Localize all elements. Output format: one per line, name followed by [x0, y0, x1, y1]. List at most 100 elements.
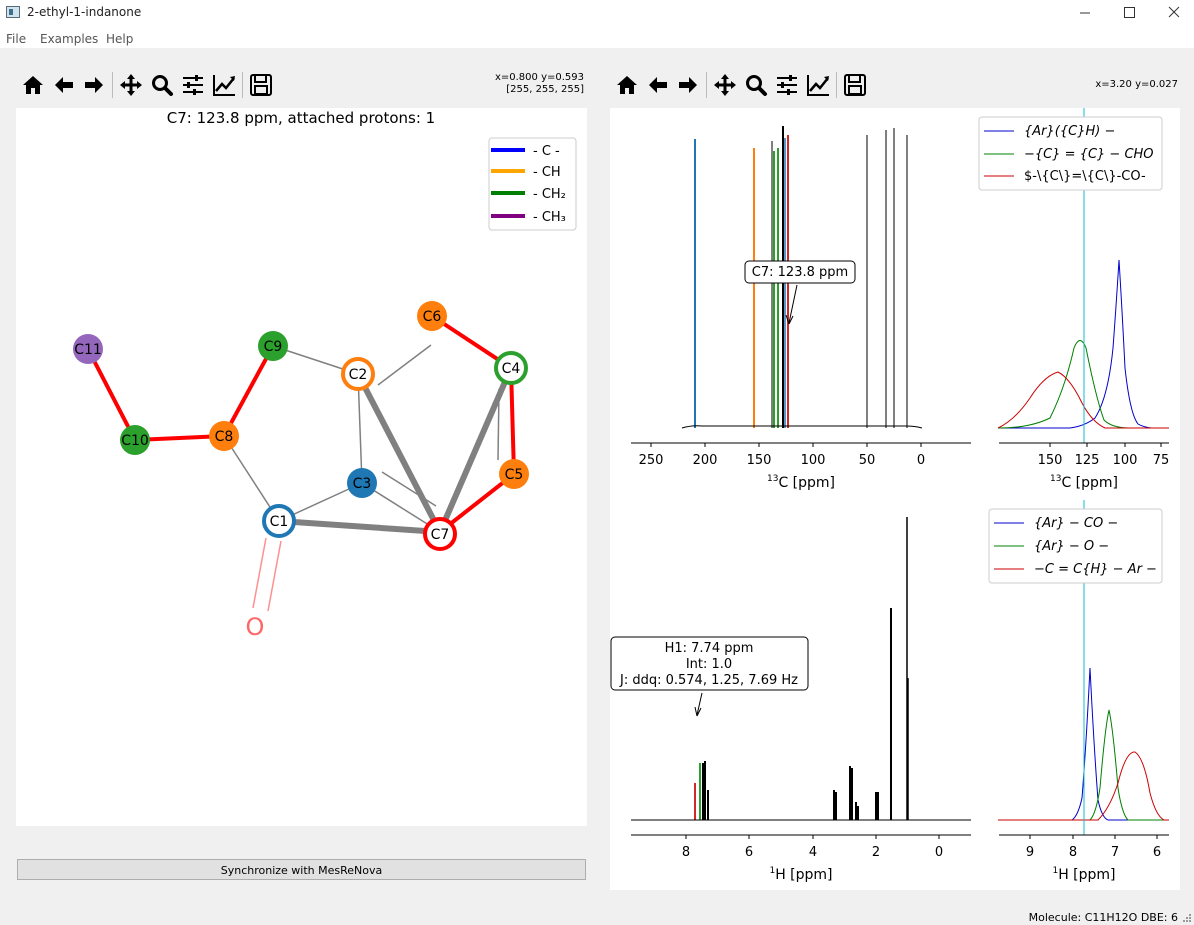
left-configure-button[interactable] [180, 72, 206, 98]
h1-legend-item: −C = C{H} − Ar − [1034, 562, 1157, 577]
svg-text:C4: C4 [502, 361, 521, 377]
h1-spectrum-plot[interactable]: 8 6 4 2 0 1H [ppm] H1: 7.74 ppm Int: 1.0… [610, 517, 971, 883]
svg-text:O: O [246, 613, 265, 641]
atom-c2[interactable]: C2 [341, 357, 375, 391]
legend-label-ch2: - CH₂ [533, 187, 566, 202]
left-forward-button[interactable] [81, 72, 107, 98]
h1-tick-label: 8 [682, 845, 690, 860]
molecule-graph[interactable]: C7: 123.8 ppm, attached protons: 1 - C -… [16, 108, 587, 826]
graph-nodes: C11 C9 C6 C2 C4 C8 [73, 301, 529, 641]
atom-c3[interactable]: C3 [347, 468, 377, 498]
svg-text:C3: C3 [353, 476, 372, 492]
bond-c4-c5 [509, 367, 516, 475]
left-coords-xy: x=0.800 y=0.593 [494, 72, 584, 83]
right-pan-button[interactable] [712, 72, 738, 98]
right-forward-button[interactable] [675, 72, 701, 98]
left-home-button[interactable] [20, 72, 46, 98]
h1-inset-tick-label: 8 [1069, 845, 1077, 860]
right-home-button[interactable] [614, 72, 640, 98]
left-back-button[interactable] [51, 72, 77, 98]
right-configure-button[interactable] [774, 72, 800, 98]
svg-text:C9: C9 [264, 339, 283, 355]
svg-text:C10: C10 [121, 433, 149, 449]
c13-inset-curve-red [997, 371, 1169, 429]
toolbar-separator [242, 72, 243, 98]
maximize-button[interactable] [1106, 0, 1152, 26]
toolbar-separator [706, 72, 707, 98]
c13-baseline [681, 425, 923, 429]
left-zoom-button[interactable] [149, 72, 175, 98]
atom-c10[interactable]: C10 [120, 425, 150, 455]
h1-peaks [694, 517, 909, 820]
close-button[interactable] [1150, 0, 1194, 26]
back-arrow-icon [649, 77, 667, 93]
close-icon [1168, 6, 1180, 18]
status-text: Molecule: C11H12O DBE: 6 [1028, 911, 1178, 924]
menu-bar: File Examples Help [0, 26, 1194, 48]
resize-grip-icon[interactable] [1182, 913, 1192, 923]
c13-spectrum-plot[interactable]: 250 200 150 100 50 0 13C [ppm] C7: 123.8… [631, 126, 971, 491]
spectra-panel[interactable]: 250 200 150 100 50 0 13C [ppm] C7: 123.8… [610, 108, 1180, 890]
h1-inset-x-ticks: 9 8 7 6 [1026, 835, 1161, 860]
legend-label-ch3: - CH₃ [533, 210, 566, 225]
svg-text:C11: C11 [74, 342, 102, 358]
h1-legend-item: {Ar} − CO − [1034, 516, 1118, 531]
minimize-button[interactable] [1062, 0, 1108, 26]
left-pan-button[interactable] [118, 72, 144, 98]
c13-annotation: C7: 123.8 ppm [744, 260, 856, 325]
atom-c1[interactable]: C1 [262, 504, 296, 538]
save-icon [844, 74, 866, 96]
menu-help[interactable]: Help [106, 32, 134, 46]
menu-file[interactable]: File [6, 32, 27, 46]
atom-c5[interactable]: C5 [499, 459, 529, 489]
right-coords-readout: x=3.20 y=0.027 [1095, 79, 1178, 91]
right-save-button[interactable] [842, 72, 868, 98]
c13-tick-label: 150 [747, 453, 772, 468]
h1-tick-label: 0 [935, 845, 943, 860]
h1-inset-curve-red [998, 751, 1169, 821]
c13-legend-item: −{C} = {C} − CHO [1024, 147, 1154, 162]
c13-inset-tick-label: 125 [1075, 453, 1100, 468]
c13-legend-item: {Ar}({C}H) − [1024, 124, 1115, 139]
c13-tick-label: 100 [801, 453, 826, 468]
svg-text:C5: C5 [505, 467, 524, 483]
legend-label-ch: - CH [533, 165, 561, 180]
maximize-icon [1124, 7, 1135, 18]
left-edit-axis-button[interactable] [211, 72, 237, 98]
left-save-button[interactable] [248, 72, 274, 98]
graph-legend: - C - - CH - CH₂ - CH₃ [488, 137, 577, 231]
h1-inset-curve-blue [998, 667, 1169, 821]
bond-c2-c3 [357, 373, 363, 484]
app-icon [6, 6, 20, 18]
menu-examples[interactable]: Examples [40, 32, 99, 46]
right-edit-axis-button[interactable] [805, 72, 831, 98]
h1-tick-label: 2 [872, 845, 880, 860]
c13-legend-item: $-\{C\}=\{C\}-CO- [1024, 169, 1146, 184]
c13-inset-plot[interactable]: 150 125 100 75 13C [ppm] {Ar}({C}H) − −{… [978, 108, 1170, 491]
atom-c6[interactable]: C6 [417, 301, 447, 331]
atom-c11[interactable]: C11 [73, 334, 103, 364]
forward-arrow-icon [679, 77, 697, 93]
right-back-button[interactable] [645, 72, 671, 98]
zoom-icon [746, 75, 767, 96]
home-icon [23, 76, 43, 94]
c13-inset-tick-label: 150 [1038, 453, 1063, 468]
toolbar-separator [836, 72, 837, 98]
h1-inset-tick-label: 9 [1026, 845, 1034, 860]
atom-o[interactable]: O [246, 613, 265, 641]
atom-c4[interactable]: C4 [494, 351, 528, 385]
bond-c8-c9 [222, 345, 275, 437]
atom-c8[interactable]: C8 [209, 421, 239, 451]
c13-legend: {Ar}({C}H) − −{C} = {C} − CHO $-\{C\}=\{… [978, 116, 1163, 191]
atom-c7-selected[interactable]: C7 [423, 517, 457, 551]
synchronize-button[interactable]: Synchronize with MesReNova [17, 859, 586, 880]
molecule-graph-panel[interactable]: C7: 123.8 ppm, attached protons: 1 - C -… [16, 108, 587, 826]
right-zoom-button[interactable] [743, 72, 769, 98]
bond-c2-c6-double [377, 344, 432, 386]
h1-inset-plot[interactable]: 9 8 7 6 1H [ppm] {Ar} − CO − {Ar} − O − … [988, 500, 1169, 883]
atom-c9[interactable]: C9 [258, 331, 288, 361]
h1-x-label: 1H [ppm] [769, 866, 832, 883]
c13-inset-x-ticks: 150 125 100 75 [1038, 443, 1170, 468]
c13-inset-tick-label: 75 [1153, 453, 1170, 468]
spectra-figure[interactable]: 250 200 150 100 50 0 13C [ppm] C7: 123.8… [610, 108, 1180, 890]
